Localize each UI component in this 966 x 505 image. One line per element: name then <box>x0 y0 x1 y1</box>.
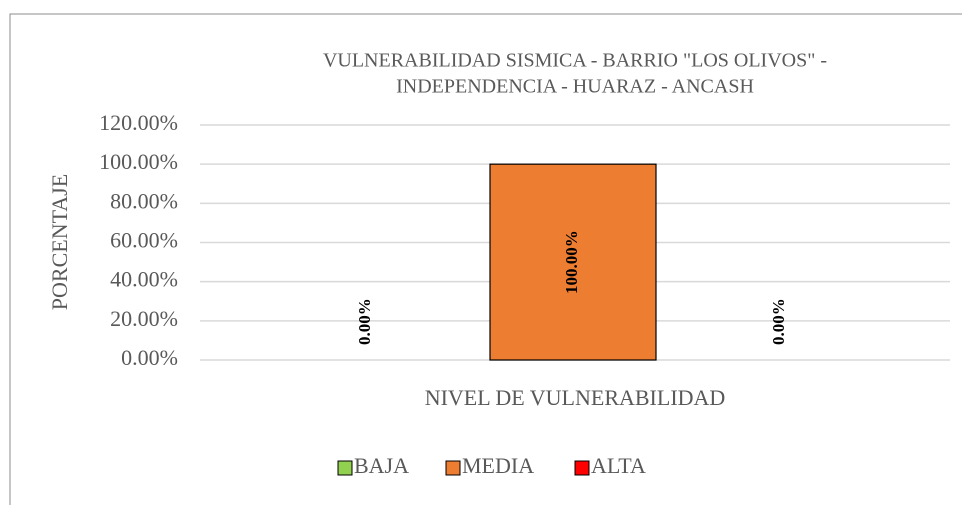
legend-swatch <box>574 460 590 476</box>
value-label: 0.00% <box>769 298 788 345</box>
legend-swatch <box>445 460 461 476</box>
legend-label: MEDIA <box>462 453 534 478</box>
y-tick-label: 40.00% <box>110 267 178 292</box>
y-tick-label: 20.00% <box>110 306 178 331</box>
x-axis-label: NIVEL DE VULNERABILIDAD <box>425 385 726 410</box>
y-tick-label: 0.00% <box>121 345 178 370</box>
y-axis-label: PORCENTAJE <box>47 174 72 310</box>
y-tick-label: 120.00% <box>99 110 178 135</box>
chart-title: VULNERABILIDAD SISMICA - BARRIO "LOS OLI… <box>323 50 827 72</box>
value-label: 100.00% <box>562 230 581 294</box>
value-label: 0.00% <box>355 298 374 345</box>
legend-label: BAJA <box>354 453 409 478</box>
y-tick-label: 100.00% <box>99 149 178 174</box>
y-tick-label: 60.00% <box>110 228 178 253</box>
frame <box>9 13 962 505</box>
y-tick-label: 80.00% <box>110 188 178 213</box>
legend-label: ALTA <box>591 453 646 478</box>
chart-title: INDEPENDENCIA - HUARAZ - ANCASH <box>396 76 754 98</box>
bar <box>489 163 657 361</box>
legend-swatch <box>337 460 353 476</box>
